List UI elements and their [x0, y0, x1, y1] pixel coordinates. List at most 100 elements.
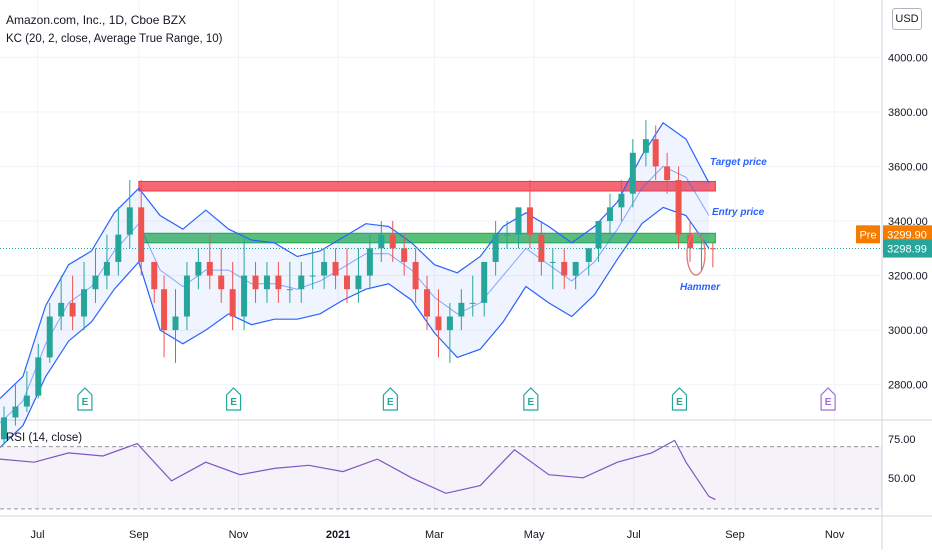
candle-body [572, 261, 579, 276]
last-price-tag: 3298.99 [887, 244, 927, 256]
entry-price-label: Entry price [712, 207, 765, 218]
candle-body [138, 207, 145, 262]
earnings-marker: E [671, 387, 688, 411]
candle-body [321, 261, 328, 276]
candle-body [161, 289, 168, 331]
candle-body [355, 275, 362, 290]
candle-body [103, 261, 110, 276]
candle-body [218, 275, 225, 290]
time-tick-label: Nov [825, 529, 845, 541]
candle-body [698, 248, 705, 250]
candle-body [401, 248, 408, 262]
earnings-badge-shape [671, 387, 688, 411]
earnings-badge-shape [523, 387, 539, 411]
rsi-tick-label: 75.00 [888, 434, 916, 446]
candle-body [92, 275, 99, 290]
candle-body [58, 302, 65, 317]
candle-body [344, 275, 350, 290]
candle-body [538, 234, 545, 262]
candle-body [687, 234, 693, 249]
candle-body [469, 302, 476, 304]
time-tick-label: Sep [725, 529, 745, 541]
candle-body [286, 289, 293, 291]
rsi-tick-label: 50.00 [888, 473, 916, 485]
candle-body [263, 275, 270, 290]
candle-body [115, 234, 122, 262]
time-tick-label: Nov [229, 529, 249, 541]
candle-body [46, 316, 53, 358]
candle-body [435, 316, 442, 331]
instrument-title: Amazon.com, Inc., 1D, Cboe BZX [6, 13, 187, 27]
candle-body [275, 275, 282, 290]
candle-body [241, 275, 248, 317]
candle-body [183, 275, 190, 317]
candle-body [424, 289, 431, 317]
earnings-badge-shape [820, 387, 836, 411]
candle-body [252, 275, 259, 290]
earnings-marker: E [225, 387, 242, 411]
pre-market-tag-label-bg [856, 225, 880, 244]
candle-body [81, 289, 88, 317]
candle-body [412, 261, 419, 290]
candle-body [151, 261, 158, 290]
earnings-marker: E [523, 387, 539, 411]
currency-button[interactable]: USD [892, 8, 922, 30]
candle-body [504, 234, 511, 236]
candle-body [561, 261, 568, 276]
rsi-band-fill [0, 446, 882, 509]
candle-body [652, 139, 659, 167]
candle-body [606, 207, 613, 221]
earnings-marker: E [382, 387, 398, 411]
channel-lower-line [0, 206, 710, 448]
candle-body [23, 395, 30, 407]
candle-body [446, 316, 453, 331]
candle-body [332, 261, 339, 276]
candle-body [629, 152, 636, 194]
hammer-highlight-ellipse [686, 232, 706, 276]
candle-body [12, 406, 19, 418]
candle-body [709, 248, 716, 250]
earnings-badge-letter: E [387, 397, 394, 408]
hammer-label: Hammer [680, 282, 721, 293]
price-tick-label: 3600.00 [888, 161, 928, 173]
candle-body [229, 289, 236, 317]
channel-fill [0, 122, 709, 448]
candle-body [642, 139, 649, 153]
candle-body [195, 261, 202, 276]
candle-body [618, 193, 625, 208]
candle-body [366, 248, 373, 276]
pre-market-price-tag: 3299.90 [887, 229, 927, 241]
target-price-label: Target price [710, 157, 767, 168]
price-tick-label: 3000.00 [888, 325, 928, 337]
rsi-title: RSI (14, close) [6, 432, 82, 444]
candle-body [515, 207, 522, 235]
candle-body [1, 417, 7, 440]
candle-body [378, 234, 385, 249]
earnings-badge-letter: E [527, 397, 534, 408]
candle-body [595, 221, 602, 249]
candle-body [526, 207, 533, 235]
candle-body [206, 261, 213, 276]
earnings-badge-letter: E [82, 397, 89, 408]
earnings-badge-letter: E [825, 397, 832, 408]
price-tick-label: 4000.00 [888, 52, 928, 64]
candle-body [585, 248, 592, 262]
rsi-line [0, 439, 716, 501]
candle-body [675, 180, 682, 235]
candle-body [309, 275, 316, 277]
earnings-badge-shape [77, 387, 93, 411]
time-tick-label: 2021 [326, 529, 350, 541]
earnings-badge-letter: E [676, 397, 683, 408]
time-tick-label: Jul [31, 529, 45, 541]
pre-market-tag-label: Pre [859, 229, 876, 241]
candle-body [664, 166, 671, 181]
time-tick-label: Sep [129, 529, 149, 541]
price-tick-label: 3200.00 [888, 271, 928, 283]
candle-body [126, 207, 133, 235]
indicator-label: KC (20, 2, close, Average True Range, 10… [6, 33, 223, 45]
candle-body [69, 302, 76, 317]
earnings-marker: E [820, 387, 836, 411]
candle-body [549, 261, 556, 263]
